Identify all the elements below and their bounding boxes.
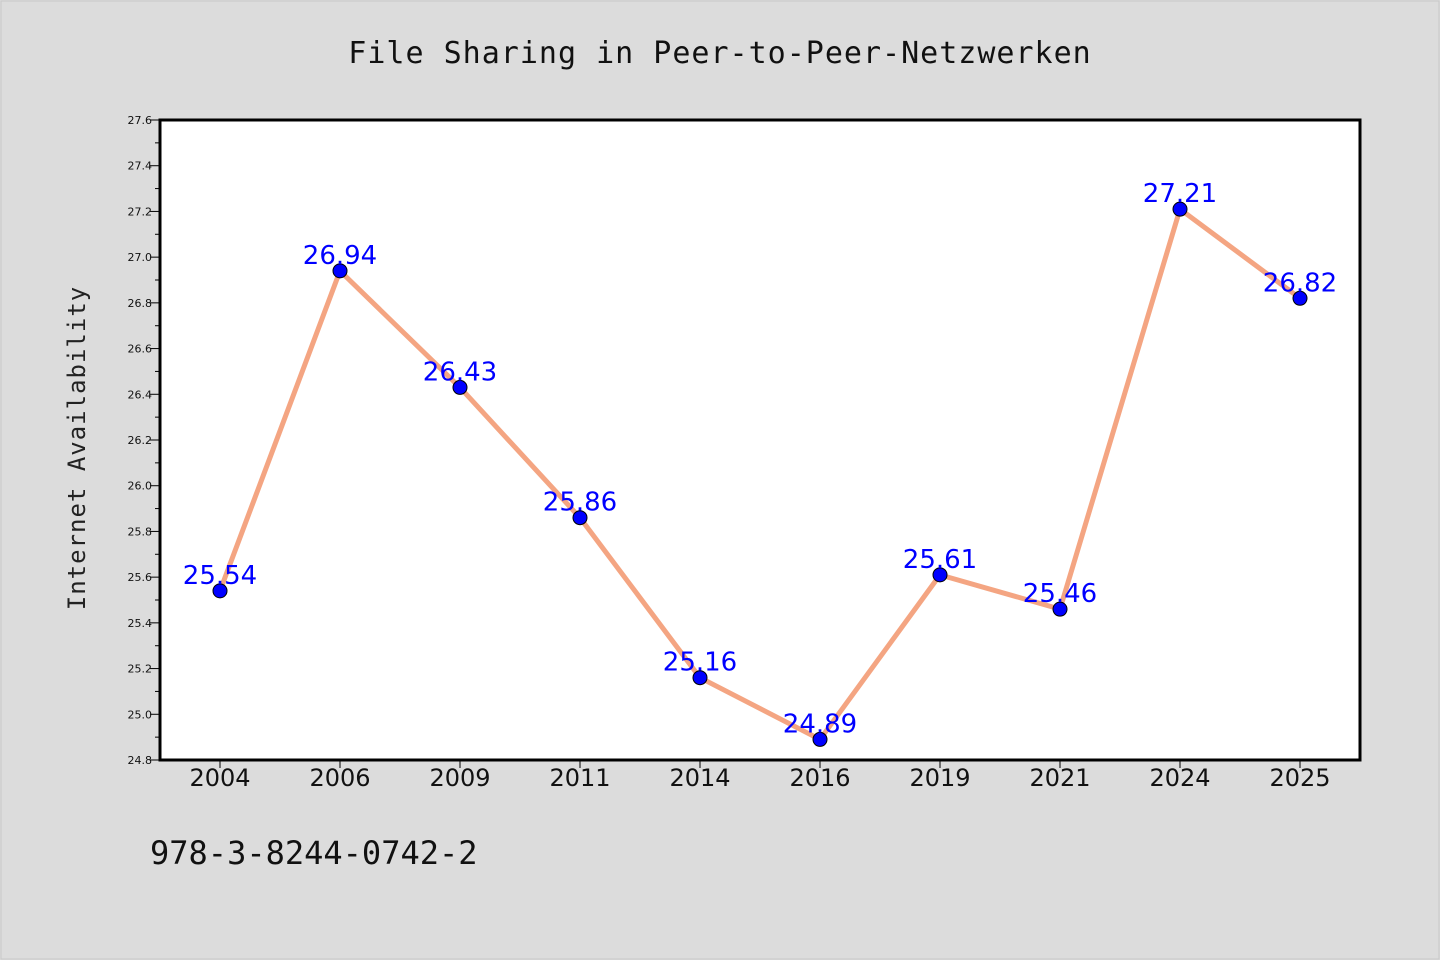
y-tick-label: 25.6 (128, 571, 153, 584)
data-point (212, 583, 228, 599)
x-tick-label: 2025 (1269, 764, 1330, 792)
x-tick-label: 2004 (189, 764, 250, 792)
data-labels: 25.54 26.94 26.43 25.86 25.16 24.89 25.61 25.46… (183, 179, 1337, 739)
x-tick-label: 2011 (549, 764, 610, 792)
data-label: 24.89 (783, 709, 857, 739)
data-point (932, 567, 948, 583)
data-point (332, 263, 348, 279)
data-series (212, 201, 1308, 747)
isbn-text: 978-3-8244-0742-2 (150, 834, 478, 872)
data-point (1052, 601, 1068, 617)
y-tick-label: 25.8 (128, 525, 153, 538)
data-point (1172, 201, 1188, 217)
data-label: 26.94 (303, 241, 377, 271)
x-tick-label: 2009 (429, 764, 490, 792)
plot-area (158, 118, 1362, 762)
y-axis: 24.8 25.0 25.2 25.4 25.6 25.8 26.0 26.2 26.4 26.6… (128, 114, 160, 767)
y-tick-label: 24.8 (128, 754, 153, 767)
y-tick-label: 26.0 (128, 480, 153, 493)
y-tick-label: 26.2 (128, 434, 153, 447)
data-point (692, 670, 708, 686)
x-tick-label: 2014 (669, 764, 730, 792)
y-tick-label: 27.2 (128, 205, 153, 218)
y-tick-label: 26.8 (128, 297, 153, 310)
data-label: 25.46 (1023, 579, 1097, 609)
series-line (217, 206, 1303, 742)
x-tick-label: 2016 (789, 764, 850, 792)
y-tick-label: 26.6 (128, 343, 153, 356)
x-tick-label: 2021 (1029, 764, 1090, 792)
y-tick-label: 26.4 (128, 388, 153, 401)
data-label: 26.82 (1263, 268, 1337, 298)
x-tick-label: 2006 (309, 764, 370, 792)
x-tick-label: 2019 (909, 764, 970, 792)
chart-title: File Sharing in Peer-to-Peer-Netzwerken (348, 36, 1091, 71)
y-axis-title: Internet Availability (63, 286, 91, 610)
data-point (1292, 290, 1308, 306)
data-point (572, 510, 588, 526)
data-label: 26.43 (423, 357, 497, 387)
data-point (812, 731, 828, 747)
x-tick-label: 2024 (1149, 764, 1210, 792)
y-tick-label: 25.2 (128, 663, 153, 676)
data-label: 25.16 (663, 648, 737, 678)
data-point (452, 379, 468, 395)
data-label: 25.61 (903, 545, 977, 575)
y-tick-label: 27.6 (128, 114, 153, 127)
y-tick-label: 25.4 (128, 617, 153, 630)
y-tick-label: 27.0 (128, 251, 153, 264)
data-label: 25.54 (183, 561, 257, 591)
y-tick-label: 27.4 (128, 160, 153, 173)
data-label: 25.86 (543, 488, 617, 518)
data-label: 27.21 (1143, 179, 1217, 209)
x-axis: 2004 2006 2009 2011 2014 2016 2019 2021 2024 2025 (189, 760, 1331, 792)
y-tick-label: 25.0 (128, 708, 153, 721)
